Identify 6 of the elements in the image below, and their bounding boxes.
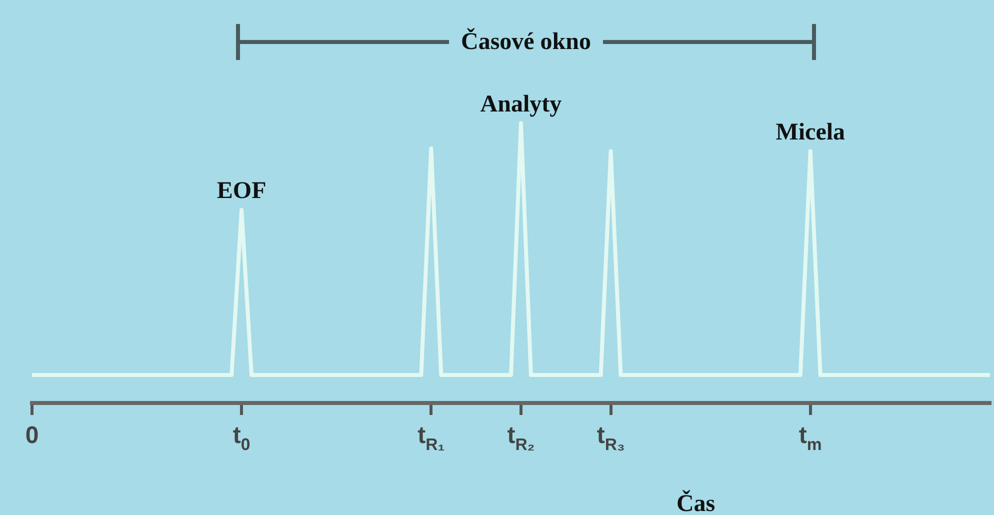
text: Časové okno	[460, 28, 592, 56]
annotation: Analyty	[480, 91, 562, 118]
x-tick-label: 0	[25, 422, 39, 449]
annotation: Micela	[776, 119, 846, 146]
annotation: EOF	[216, 178, 266, 204]
x-axis-title: Čas	[676, 490, 716, 515]
